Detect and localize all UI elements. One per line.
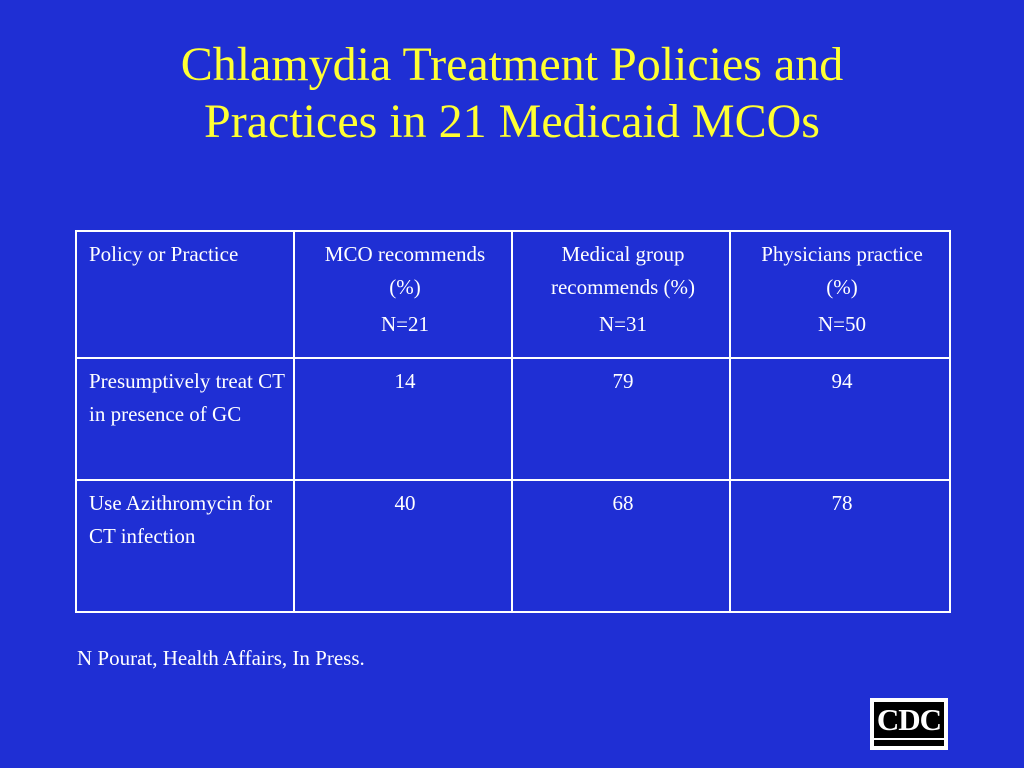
table-row: Presumptively treat CT in presence of GC… xyxy=(75,357,951,481)
slide-title: Chlamydia Treatment Policies and Practic… xyxy=(0,36,1024,150)
table-row: Use Azithromycin for CT infection 40 68 … xyxy=(75,479,951,613)
header-label: Policy or Practice xyxy=(89,242,239,266)
table-cell: 79 xyxy=(511,357,731,481)
table-cell: 68 xyxy=(511,479,731,613)
policy-table: Policy or Practice MCO recommends (%) N=… xyxy=(75,230,951,613)
header-n: N=31 xyxy=(598,312,647,336)
header-cell-policy: Policy or Practice xyxy=(75,230,295,359)
cdc-logo-tagline-bar xyxy=(874,740,944,746)
citation: N Pourat, Health Affairs, In Press. xyxy=(77,646,365,670)
header-n: N=50 xyxy=(817,312,866,336)
header-n: N=21 xyxy=(380,312,429,336)
cdc-logo-text: CDC xyxy=(874,702,944,738)
table-cell: 40 xyxy=(293,479,513,613)
title-line-2: Practices in 21 Medicaid MCOs xyxy=(204,95,820,148)
header-label: Medical group recommends (%) xyxy=(550,242,696,299)
row-label: Presumptively treat CT in presence of GC xyxy=(75,357,295,481)
header-cell-medical-group: Medical group recommends (%) N=31 xyxy=(511,230,731,359)
table-header-row: Policy or Practice MCO recommends (%) N=… xyxy=(75,230,951,359)
header-cell-mco: MCO recommends (%) N=21 xyxy=(293,230,513,359)
table-cell: 94 xyxy=(729,357,951,481)
title-line-1: Chlamydia Treatment Policies and xyxy=(180,38,844,91)
table-cell: 78 xyxy=(729,479,951,613)
table-cell: 14 xyxy=(293,357,513,481)
header-cell-physicians: Physicians practice (%) N=50 xyxy=(729,230,951,359)
header-label: MCO recommends (%) xyxy=(324,242,486,299)
row-label: Use Azithromycin for CT infection xyxy=(75,479,295,613)
cdc-logo: CDC xyxy=(870,698,948,750)
header-label: Physicians practice (%) xyxy=(761,242,923,299)
